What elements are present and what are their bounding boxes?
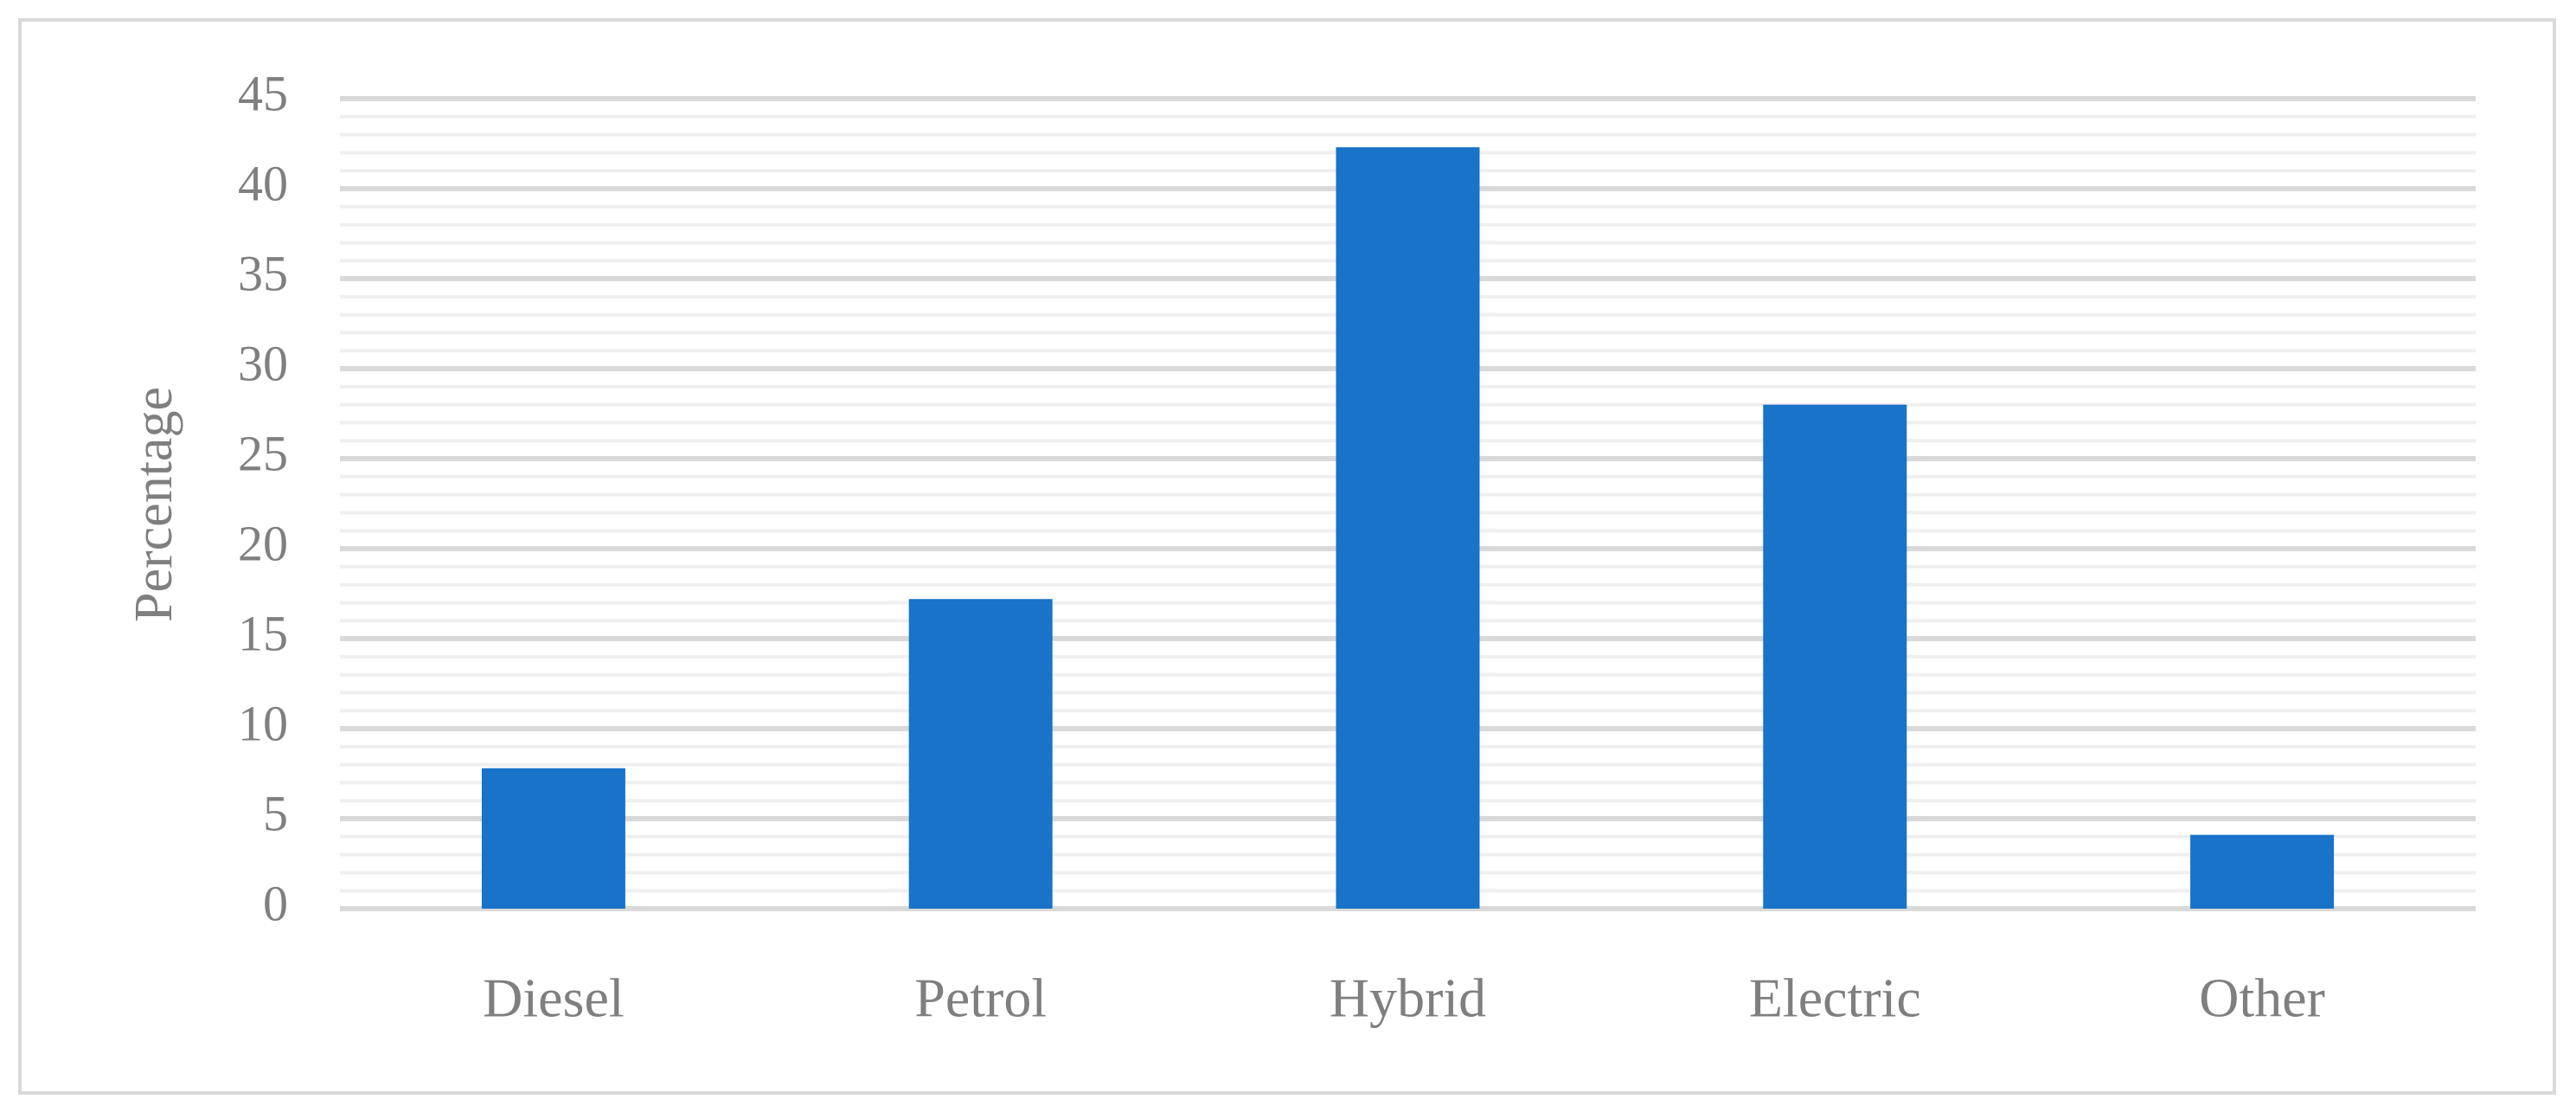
bar — [481, 768, 625, 909]
y-tick-label: 5 — [263, 785, 288, 841]
y-tick-label: 15 — [238, 605, 288, 661]
x-tick-label: Hybrid — [1330, 967, 1486, 1029]
y-tick-label: 40 — [238, 155, 288, 211]
x-tick-label: Other — [2199, 967, 2325, 1029]
y-axis-label: Percentage — [125, 387, 183, 622]
y-tick-label: 10 — [238, 695, 288, 751]
y-tick-label: 45 — [238, 65, 288, 121]
chart-frame — [18, 18, 2556, 1095]
y-tick-label: 25 — [238, 425, 288, 481]
x-tick-label: Electric — [1749, 967, 1921, 1029]
y-tick-label: 0 — [263, 875, 288, 931]
y-tick-label: 35 — [238, 245, 288, 301]
bar — [908, 599, 1053, 909]
y-tick-label: 20 — [238, 515, 288, 571]
x-tick-label: Petrol — [914, 967, 1047, 1029]
bar — [2190, 834, 2335, 909]
x-tick-label: Diesel — [483, 967, 625, 1029]
bar — [1763, 404, 1907, 910]
y-tick-label: 30 — [238, 335, 288, 391]
bar — [1336, 147, 1480, 909]
